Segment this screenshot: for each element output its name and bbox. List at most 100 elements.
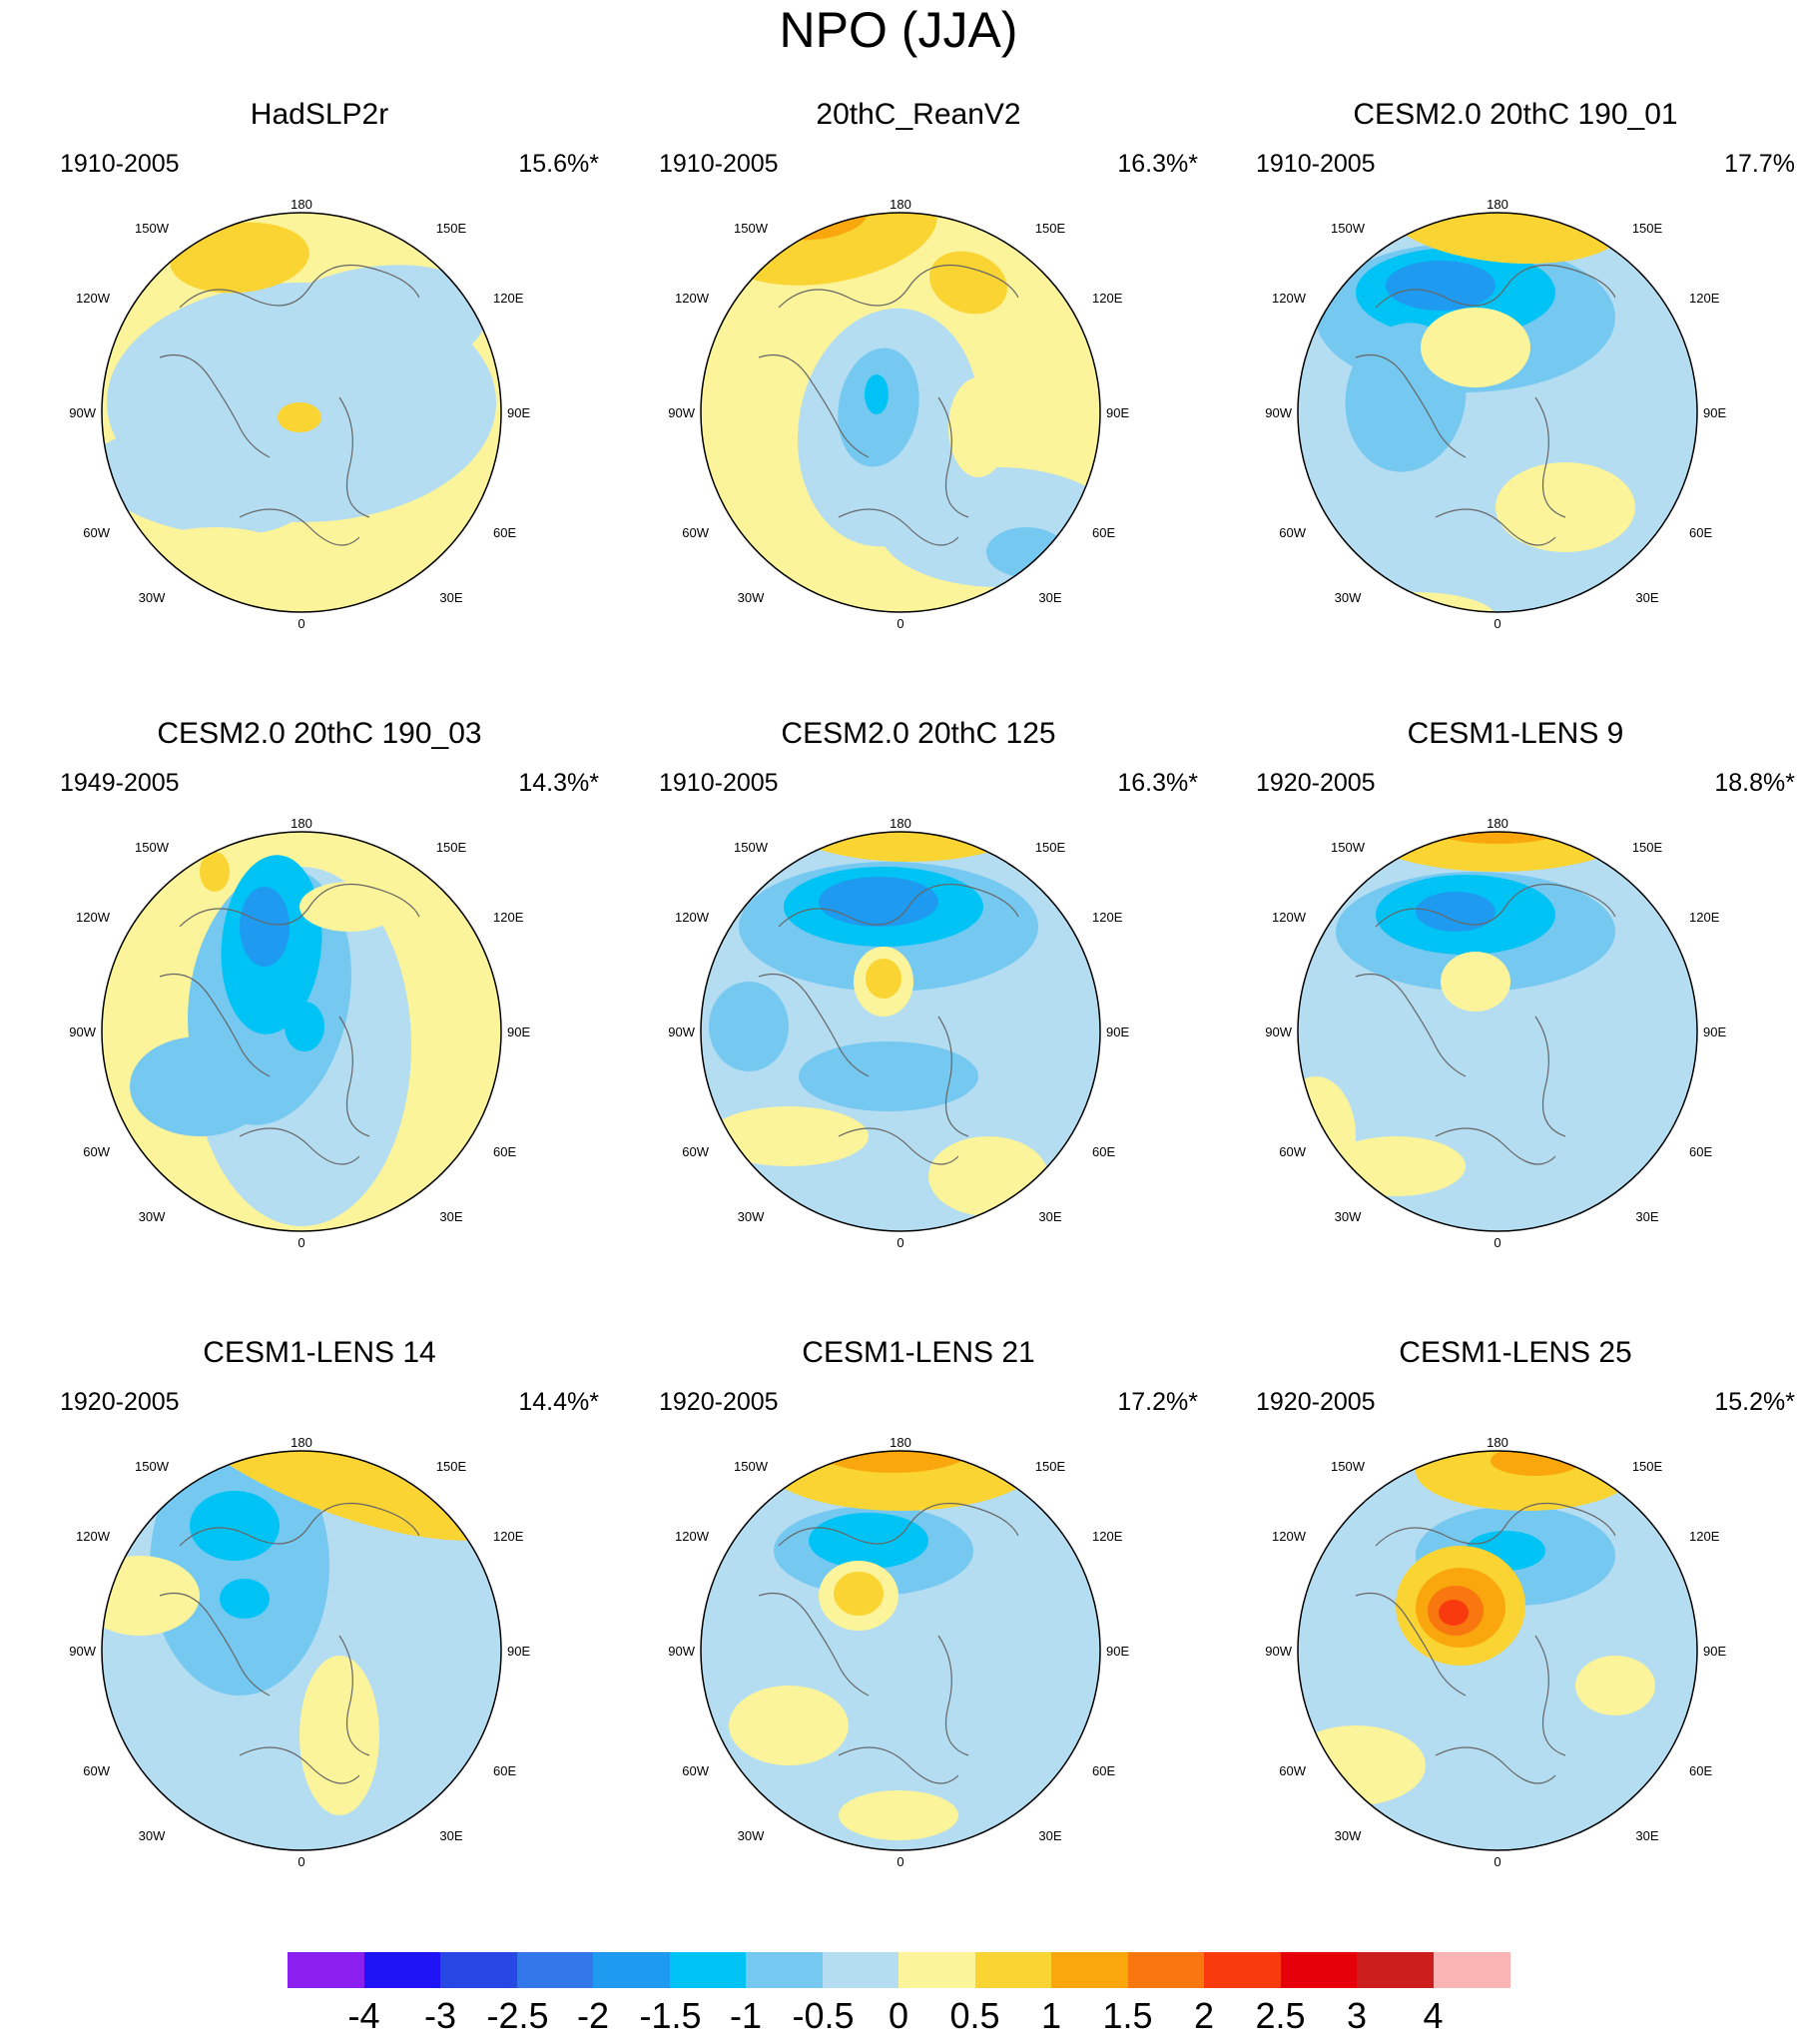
longitude-label: 60E bbox=[1689, 1144, 1712, 1159]
longitude-label: 0 bbox=[897, 1235, 903, 1250]
contour-field bbox=[1298, 1451, 1697, 1850]
contour-region bbox=[1298, 1076, 1356, 1196]
longitude-label: 90E bbox=[1703, 405, 1726, 420]
panel-variance: 16.3%* bbox=[1117, 150, 1198, 178]
longitude-label: 120W bbox=[1272, 910, 1307, 925]
longitude-label: 30E bbox=[1038, 590, 1061, 605]
colorbar-label: -2.5 bbox=[486, 1995, 549, 2036]
map-panel-4: 180 0 90W 90E 150W 150E 120W 120E 60W 60E 30W 30E C… bbox=[40, 717, 599, 1316]
contour-region bbox=[866, 959, 901, 999]
longitude-label: 90E bbox=[1703, 1644, 1726, 1659]
colorbar-swatch bbox=[974, 1952, 1052, 1988]
panel-variance: 14.3%* bbox=[518, 769, 599, 797]
longitude-label: 150E bbox=[1035, 221, 1066, 236]
contour-region bbox=[240, 887, 290, 967]
longitude-label: 0 bbox=[1494, 1854, 1500, 1869]
colorbar-swatch bbox=[1051, 1952, 1128, 1988]
colorbar-label: 3 bbox=[1346, 1995, 1368, 2036]
figure-title: NPO (JJA) bbox=[779, 2, 1018, 58]
longitude-label: 120W bbox=[1272, 291, 1307, 306]
longitude-label: 0 bbox=[298, 616, 304, 631]
map-border bbox=[700, 831, 1101, 1232]
longitude-label: 180 bbox=[890, 1435, 911, 1450]
panel-title: HadSLP2r bbox=[250, 98, 389, 131]
panel-period: 1910-2005 bbox=[659, 150, 779, 178]
longitude-label: 0 bbox=[1494, 1235, 1500, 1250]
coastline bbox=[778, 883, 1019, 928]
longitude-label: 180 bbox=[1487, 197, 1508, 212]
contour-region bbox=[130, 1036, 270, 1136]
longitude-label: 150E bbox=[1632, 221, 1663, 236]
coastline bbox=[937, 1635, 969, 1756]
colorbar-swatch bbox=[440, 1952, 517, 1988]
longitude-label: 30W bbox=[1335, 1828, 1362, 1843]
contour-region bbox=[285, 1002, 324, 1051]
contour-region bbox=[948, 377, 1008, 477]
longitude-label: 150E bbox=[436, 1459, 467, 1474]
coastline bbox=[778, 264, 1019, 309]
longitude-label: 150W bbox=[734, 1459, 769, 1474]
coastline bbox=[1375, 1502, 1616, 1547]
longitude-label: 90E bbox=[507, 1024, 530, 1039]
longitude-label: 30E bbox=[1038, 1209, 1061, 1224]
longitude-label: 60E bbox=[493, 1144, 516, 1159]
contour-field bbox=[102, 213, 501, 612]
coastline bbox=[1435, 1746, 1556, 1784]
map-panel-8: 180 0 90W 90E 150W 150E 120W 120E 60W 60E 30W 30E C… bbox=[639, 1336, 1198, 1935]
coastline bbox=[758, 353, 870, 458]
longitude-label: 90W bbox=[668, 1024, 695, 1039]
longitude-label: 150E bbox=[436, 840, 467, 855]
longitude-label: 90W bbox=[69, 1644, 96, 1659]
map-panel-7: 180 0 90W 90E 150W 150E 120W 120E 60W 60E 30W 30E C… bbox=[40, 1336, 599, 1935]
longitude-label: 180 bbox=[890, 197, 911, 212]
longitude-label: 30E bbox=[439, 1209, 462, 1224]
longitude-label: 60E bbox=[1689, 1763, 1712, 1778]
longitude-label: 120E bbox=[1689, 1529, 1720, 1544]
coastline bbox=[1534, 1016, 1566, 1137]
panel-title: CESM1-LENS 9 bbox=[1407, 717, 1624, 750]
longitude-label: 60E bbox=[1689, 525, 1712, 540]
colorbar-label: -3 bbox=[423, 1995, 456, 2036]
longitude-label: 150W bbox=[135, 221, 170, 236]
contour-region bbox=[834, 1572, 884, 1616]
longitude-label: 60E bbox=[493, 525, 516, 540]
map-border bbox=[101, 1450, 502, 1851]
contour-region bbox=[278, 402, 321, 432]
longitude-label: 150W bbox=[734, 221, 769, 236]
panel-title: CESM1-LENS 14 bbox=[203, 1336, 436, 1369]
longitude-label: 120E bbox=[493, 291, 524, 306]
panel-variance: 17.2%* bbox=[1117, 1388, 1198, 1416]
longitude-label: 30W bbox=[139, 590, 166, 605]
panel-period: 1920-2005 bbox=[1256, 769, 1376, 797]
coastline bbox=[1375, 264, 1616, 309]
contour-region bbox=[312, 738, 445, 835]
coastline bbox=[1375, 883, 1616, 928]
longitude-label: 60E bbox=[1092, 1763, 1115, 1778]
longitude-label: 30W bbox=[738, 590, 765, 605]
contour-region bbox=[1358, 832, 1637, 872]
longitude-label: 60W bbox=[682, 1763, 709, 1778]
longitude-label: 120W bbox=[76, 291, 111, 306]
coastline bbox=[937, 396, 969, 518]
longitude-label: 120W bbox=[1272, 1529, 1307, 1544]
panel-variance: 17.7% bbox=[1724, 150, 1795, 178]
contour-region bbox=[200, 852, 230, 892]
coastline bbox=[758, 973, 870, 1077]
longitude-label: 30E bbox=[1038, 1828, 1061, 1843]
longitude-label: 60E bbox=[493, 1763, 516, 1778]
longitude-label: 90W bbox=[1265, 1024, 1292, 1039]
longitude-label: 120E bbox=[1092, 1529, 1123, 1544]
longitude-label: 30W bbox=[1335, 1209, 1362, 1224]
colorbar-label: 4 bbox=[1423, 1995, 1444, 2036]
longitude-label: 120E bbox=[1689, 910, 1720, 925]
longitude-label: 60W bbox=[83, 525, 110, 540]
longitude-label: 150W bbox=[1331, 1459, 1366, 1474]
coastline bbox=[239, 1127, 360, 1165]
map-panel-9: 180 0 90W 90E 150W 150E 120W 120E 60W 60E 30W 30E C… bbox=[1236, 1336, 1795, 1935]
longitude-label: 120E bbox=[493, 1529, 524, 1544]
polar-map-9: 180 0 90W 90E 150W 150E 120W 120E 60W 60E 30W 30E bbox=[1265, 1435, 1726, 1869]
coastline bbox=[758, 1592, 870, 1697]
longitude-label: 150W bbox=[1331, 840, 1366, 855]
coastline bbox=[838, 1746, 959, 1784]
longitude-label: 90E bbox=[1106, 1644, 1129, 1659]
